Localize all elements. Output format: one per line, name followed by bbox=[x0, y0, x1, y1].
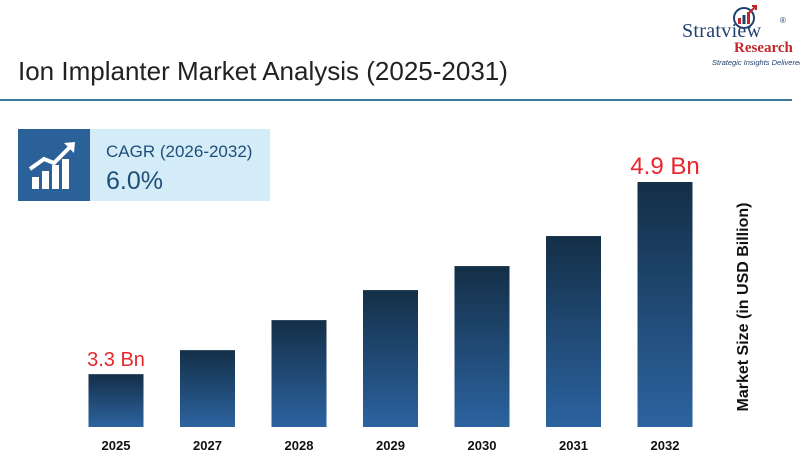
data-label-2025: 3.3 Bn bbox=[87, 349, 145, 371]
logo-tagline: Strategic Insights Delivered bbox=[712, 58, 800, 67]
page-title: Ion Implanter Market Analysis (2025-2031… bbox=[18, 56, 508, 86]
x-tick-label: 2030 bbox=[468, 438, 497, 453]
x-tick-label: 2029 bbox=[376, 438, 405, 453]
x-tick-label: 2025 bbox=[102, 438, 131, 453]
company-logo: Stratview ® Research Strategic Insights … bbox=[652, 4, 800, 67]
bar-2028 bbox=[271, 320, 327, 427]
cagr-label: CAGR (2026-2032) bbox=[106, 142, 253, 161]
data-label-2032: 4.9 Bn bbox=[630, 153, 699, 180]
bar-2027 bbox=[180, 350, 235, 427]
growth-chart-icon bbox=[18, 129, 90, 201]
logo-registered-mark: ® bbox=[780, 16, 786, 25]
x-tick-label: 2031 bbox=[559, 438, 588, 453]
bar-2031 bbox=[546, 236, 601, 427]
y-axis-label: Market Size (in USD Billion) bbox=[735, 202, 752, 412]
bar-2032 bbox=[637, 182, 693, 427]
title-divider bbox=[0, 99, 792, 101]
logo-subname: Research bbox=[734, 40, 793, 56]
bar-2029 bbox=[363, 290, 418, 427]
chart-target-icon bbox=[733, 5, 757, 29]
x-tick-label: 2032 bbox=[651, 438, 680, 453]
cagr-panel: CAGR (2026-2032) 6.0% bbox=[18, 129, 270, 201]
bar-2030 bbox=[454, 266, 510, 427]
x-tick-label: 2027 bbox=[193, 438, 222, 453]
x-tick-label: 2028 bbox=[285, 438, 314, 453]
logo-name: Stratview bbox=[682, 20, 762, 42]
cagr-value: 6.0% bbox=[106, 167, 163, 195]
bar-2025 bbox=[88, 374, 144, 427]
